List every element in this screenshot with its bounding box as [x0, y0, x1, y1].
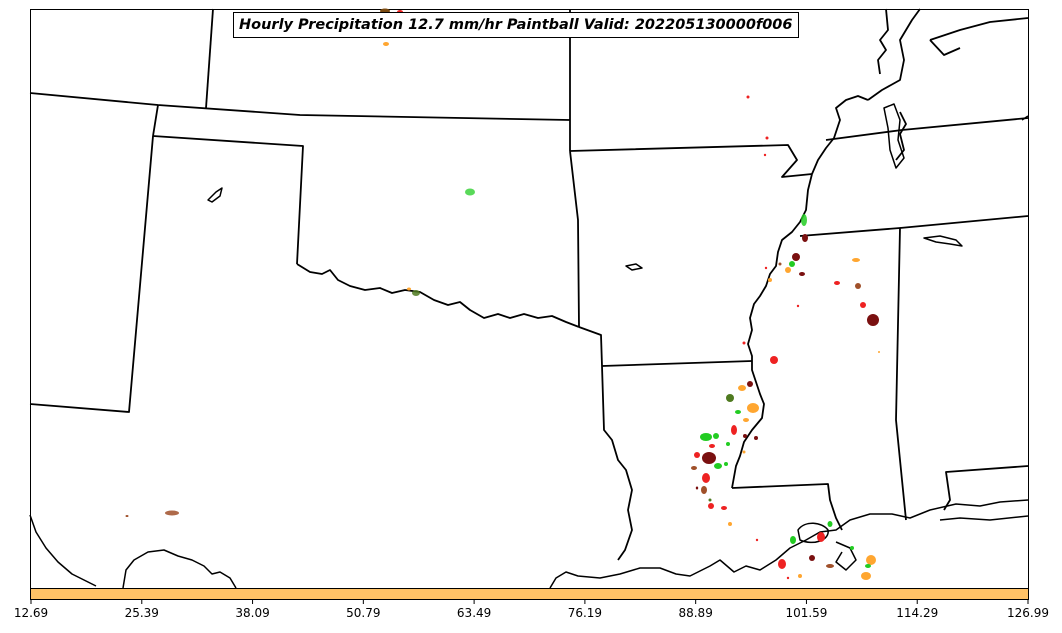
paintball-blob: [383, 42, 389, 46]
paintball-blob: [713, 433, 719, 439]
paintball-blob: [724, 462, 728, 466]
colorbar-tick-label: 126.99: [1007, 606, 1049, 620]
paintball-blob: [809, 555, 815, 561]
colorbar-tick-label: 25.39: [124, 606, 159, 620]
colorbar-ticks: [30, 600, 1029, 604]
paintball-blob: [695, 486, 699, 490]
map-frame: [30, 9, 1029, 589]
paintball-blob: [770, 356, 778, 364]
paintball-blob: [801, 214, 807, 226]
paintball-blob: [790, 536, 796, 544]
paintball-blob: [765, 136, 769, 140]
colorbar-tick-label: 38.09: [235, 606, 270, 620]
coastline: [29, 103, 1029, 589]
colorbar: [30, 588, 1029, 600]
paintball-blob: [763, 153, 767, 157]
paintball-blob: [855, 283, 861, 289]
paintball-blob: [742, 341, 746, 345]
paintball-blob: [792, 253, 800, 261]
paintball-blob: [860, 302, 866, 308]
paintball-blob: [785, 267, 791, 273]
paintball-blob: [802, 234, 808, 242]
colorbar-tick-label: 76.19: [567, 606, 603, 620]
paintball-blob: [878, 351, 880, 353]
paintball-blob: [743, 434, 747, 438]
paintball-blob: [125, 515, 129, 517]
paintball-blob: [743, 418, 749, 422]
paintball-blob: [412, 290, 420, 296]
paintball-blob: [746, 95, 750, 99]
paintball-blob: [747, 381, 753, 387]
paintball-blob: [708, 503, 714, 509]
paintball-blob: [728, 522, 732, 526]
paintball-blob: [852, 258, 860, 262]
map-title: Hourly Precipitation 12.7 mm/hr Paintbal…: [233, 12, 799, 38]
colorbar-tick-label: 88.89: [678, 606, 713, 620]
colorbar-tick-label: 50.79: [346, 606, 381, 620]
paintball-blob: [691, 466, 697, 470]
colorbar-tick-label: 114.29: [896, 606, 939, 620]
paintball-blob: [726, 442, 730, 446]
paintball-blob: [731, 425, 737, 435]
colorbar-tick-label: 63.49: [456, 606, 492, 620]
paintball-blob: [407, 287, 411, 291]
paintball-blob: [754, 436, 758, 440]
paintball-blob: [827, 521, 833, 527]
paintball-blob: [465, 188, 475, 196]
paintball-blob: [721, 506, 727, 510]
paintball-blob: [778, 262, 782, 266]
paintball-blob: [755, 538, 759, 542]
paintball-blob: [708, 498, 712, 502]
paintball-blob: [694, 452, 700, 458]
paintball-blob: [865, 564, 871, 568]
paintball-blob: [735, 410, 741, 414]
paintball-blob: [701, 486, 707, 494]
paintball-blob: [747, 403, 759, 413]
paintball-blob: [867, 314, 879, 326]
paintball-blob: [702, 473, 710, 483]
paintball-blob: [714, 463, 722, 469]
state-borders: [29, 8, 1029, 561]
colorbar-tick-label: 12.69: [13, 606, 49, 620]
paintball-blob: [799, 272, 805, 276]
paintball-blob: [726, 394, 734, 402]
paintball-blob: [861, 572, 871, 580]
paintball-blob: [700, 433, 712, 441]
paintball-blob: [778, 559, 786, 569]
paintball-blob: [786, 576, 790, 580]
paintball-blob: [768, 278, 772, 282]
paintball-blob: [834, 281, 840, 285]
paintball-blob: [798, 574, 802, 578]
paintball-blob: [742, 450, 746, 454]
colorbar-tick-label: 101.59: [785, 606, 828, 620]
paintball-blob: [817, 532, 825, 542]
paintball-blob: [796, 304, 800, 308]
paintball-blob: [709, 444, 715, 448]
paintball-blob: [702, 452, 716, 464]
paintball-blob: [165, 510, 179, 516]
paintball-blob: [764, 266, 768, 270]
paintball-blob: [826, 564, 834, 568]
paintball-blob: [866, 555, 876, 565]
paintball-blob: [850, 546, 854, 550]
paintball-blob: [738, 385, 746, 391]
paintball-blob: [789, 261, 795, 267]
